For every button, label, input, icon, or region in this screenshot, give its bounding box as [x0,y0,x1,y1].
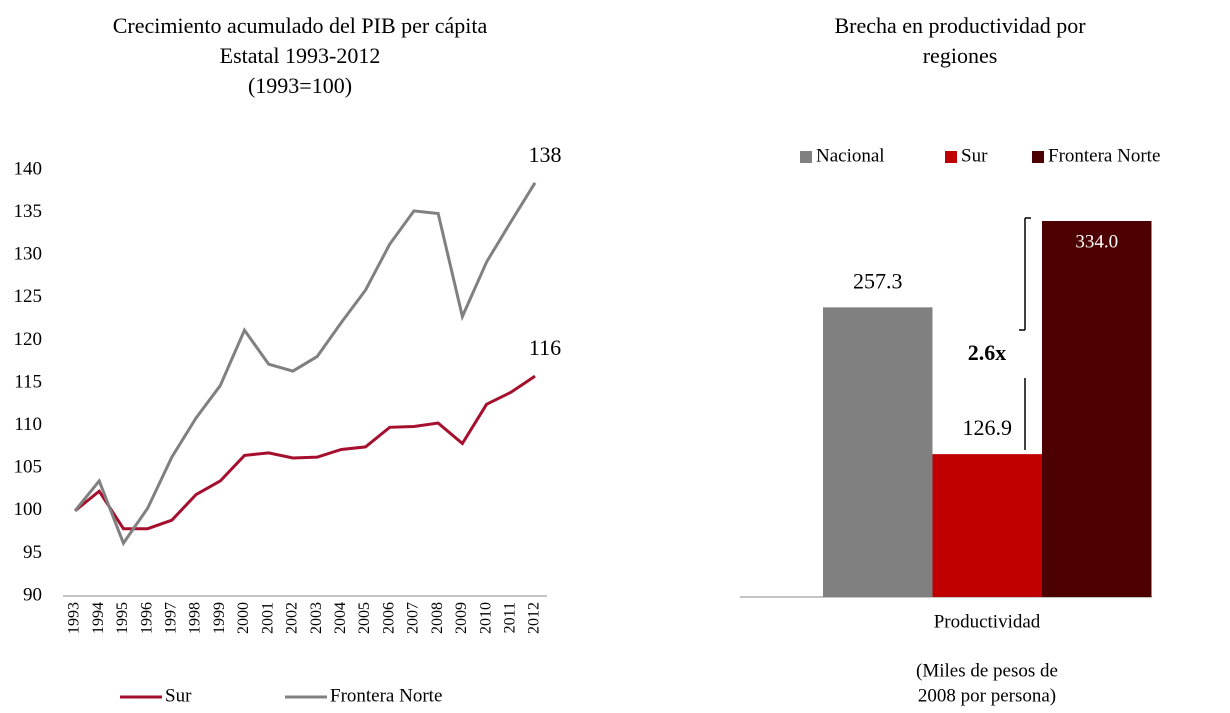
legend-label: Sur [961,145,988,166]
x-tick-label: 1999 [211,602,228,634]
x-tick-label: 1997 [163,602,180,634]
y-tick-label: 135 [14,201,43,222]
data-label: 334.0 [1075,231,1118,252]
y-tick-label: 130 [14,244,43,265]
y-tick-label: 125 [14,286,43,307]
annotation: 2.6x [968,340,1007,365]
y-tick-label: 90 [23,584,42,605]
legend-swatch [1032,151,1044,163]
y-tick-label: 110 [14,414,42,435]
x-tick-label: 2012 [526,602,543,634]
legend-label: Sur [165,685,192,706]
x-tick-label: 1993 [66,602,83,634]
chart-title: Crecimiento acumulado del PIB per cápita [113,13,488,38]
y-tick-label: 100 [14,499,43,520]
y-tick-label: 140 [14,158,43,179]
chart-title: (1993=100) [248,73,352,98]
data-label: 257.3 [853,268,903,293]
x-tick-label: 2005 [356,602,373,634]
x-tick-label: 2010 [477,602,494,634]
data-label: 126.9 [963,415,1013,440]
y-tick-label: 120 [14,329,43,350]
bar [1042,221,1152,597]
x-tick-label: Productividad [934,611,1041,632]
line-series [73,181,537,547]
x-tick-label: 1996 [138,602,155,634]
chart-title: Brecha en productividad por [834,13,1086,38]
data-label: 138 [529,142,562,167]
y-tick-label: 115 [14,371,42,392]
x-tick-label: 1995 [114,602,131,634]
legend-swatch [800,151,812,163]
chart-title: regiones [923,43,998,68]
note: 2008 por persona) [918,685,1056,706]
note: (Miles de pesos de [916,660,1058,681]
x-tick-label: 2002 [284,602,301,634]
x-tick-label: 1994 [90,602,107,634]
x-tick-label: 2009 [453,602,470,634]
x-tick-label: 1998 [187,602,204,634]
x-tick-label: 2006 [380,602,397,634]
y-tick-label: 105 [14,457,43,478]
legend-label: Frontera Norte [330,685,442,706]
x-tick-label: 2011 [501,602,518,633]
x-tick-label: 2001 [259,602,276,634]
chart-title: Estatal 1993-2012 [220,43,381,68]
data-label: 116 [529,335,561,360]
x-tick-label: 2000 [235,602,252,634]
legend-label: Frontera Norte [1048,145,1160,166]
line-series [74,374,536,531]
y-tick-label: 95 [23,542,42,563]
bar [932,454,1042,597]
legend-label: Nacional [816,145,885,166]
bar [823,307,933,597]
x-tick-label: 2008 [429,602,446,634]
x-tick-label: 2003 [308,602,325,634]
x-tick-label: 2004 [332,602,349,634]
legend-swatch [945,151,957,163]
x-tick-label: 2007 [405,602,422,634]
